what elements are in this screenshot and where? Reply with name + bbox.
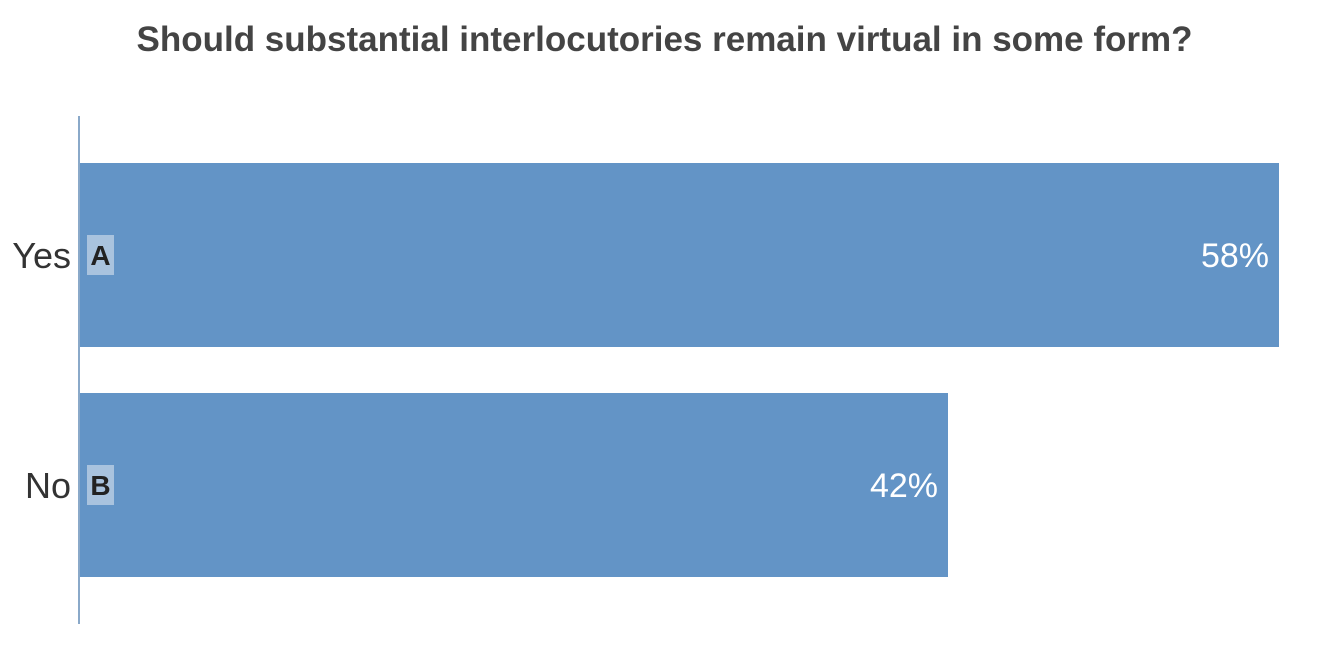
option-badge-yes: [87, 235, 114, 275]
option-letter-no: B: [90, 470, 110, 501]
option-badge-no: [87, 465, 114, 505]
chart-title: Should substantial interlocutories remai…: [136, 20, 1193, 59]
category-label-yes: Yes: [12, 235, 71, 276]
value-label-yes: 58%: [1201, 237, 1269, 275]
bar-yes: [80, 163, 1279, 347]
category-label-no: No: [25, 465, 71, 506]
value-label-no: 42%: [870, 467, 938, 505]
option-letter-yes: A: [90, 240, 110, 271]
bar-no: [80, 393, 948, 577]
